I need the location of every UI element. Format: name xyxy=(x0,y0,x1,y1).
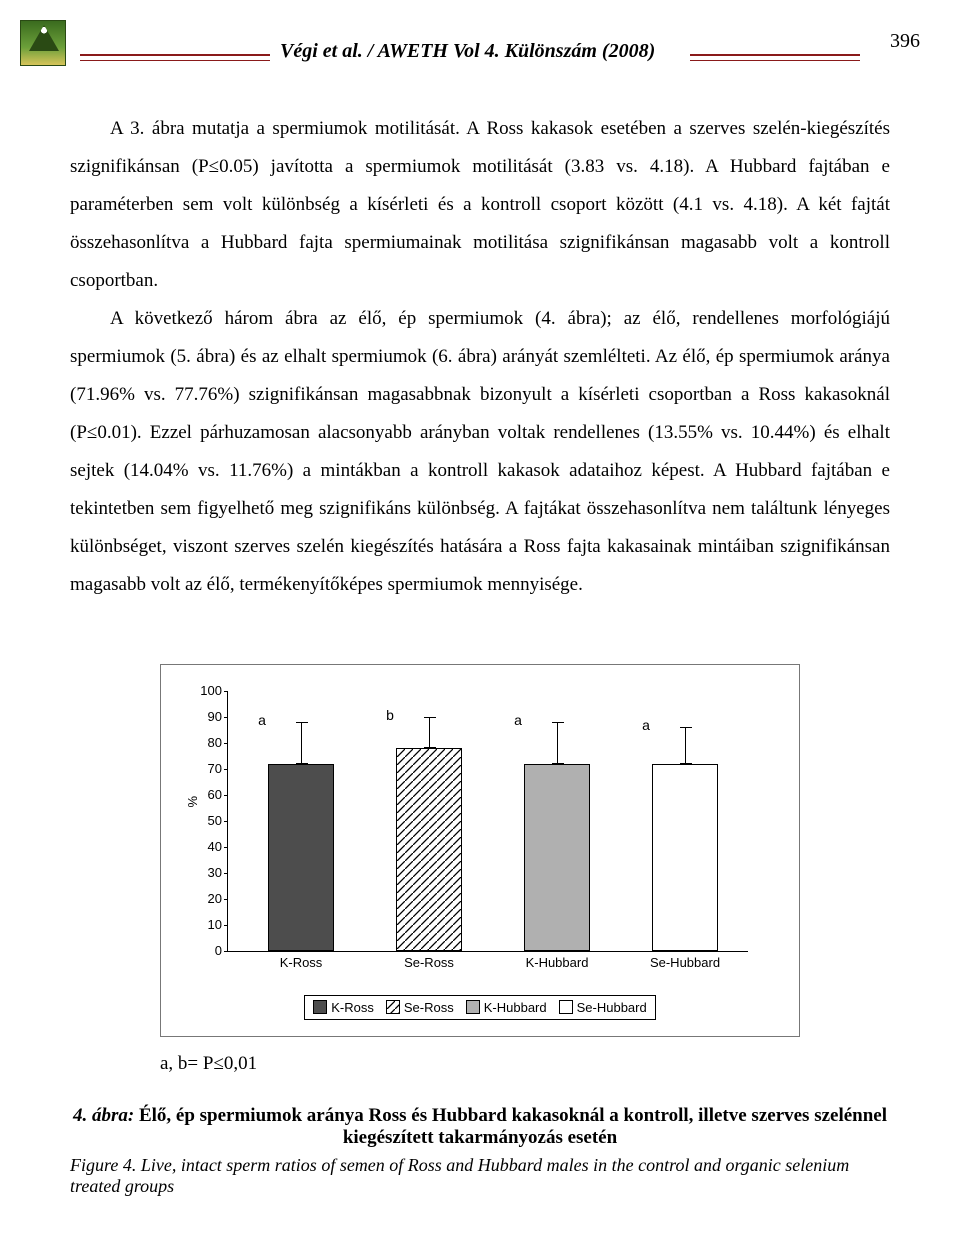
page-header: Végi et al. / AWETH Vol 4. Különszám (20… xyxy=(70,30,890,90)
sig-label: a xyxy=(642,717,650,733)
y-tick: 20 xyxy=(208,891,222,906)
sig-label: a xyxy=(258,712,266,728)
page-number: 396 xyxy=(890,30,920,53)
y-tick: 40 xyxy=(208,839,222,854)
x-tick: Se-Ross xyxy=(404,955,454,970)
bar-K-Hubbard xyxy=(524,764,590,951)
legend-label: Se-Hubbard xyxy=(577,1000,647,1015)
x-tick: K-Hubbard xyxy=(526,955,589,970)
legend-label: Se-Ross xyxy=(404,1000,454,1015)
figure-caption-en: Figure 4. Live, intact sperm ratios of s… xyxy=(70,1155,890,1197)
journal-logo xyxy=(20,20,66,66)
figure-title-text: Élő, ép spermiumok aránya Ross és Hubbar… xyxy=(139,1105,887,1148)
header-rule-left xyxy=(80,54,270,61)
y-tick: 70 xyxy=(208,761,222,776)
chart-frame: 0 10 20 30 40 50 60 70 80 90 100 a K-Ross b Se-Ross a K-… xyxy=(160,664,800,1037)
journal-title: Végi et al. / AWETH Vol 4. Különszám (20… xyxy=(280,40,655,63)
legend-item: Se-Hubbard xyxy=(559,1000,647,1015)
figure-number: 4. ábra: xyxy=(73,1105,134,1126)
x-tick: Se-Hubbard xyxy=(650,955,720,970)
figure-caption-hu: 4. ábra: Élő, ép spermiumok aránya Ross … xyxy=(70,1105,890,1149)
error-bar xyxy=(685,727,686,763)
y-tick: 90 xyxy=(208,709,222,724)
legend-item: Se-Ross xyxy=(386,1000,454,1015)
bar-chart: 0 10 20 30 40 50 60 70 80 90 100 a K-Ross b Se-Ross a K-… xyxy=(177,681,747,981)
legend-item: K-Hubbard xyxy=(466,1000,547,1015)
y-tick: 100 xyxy=(200,683,222,698)
error-bar xyxy=(557,722,558,764)
paragraph-2: A következő három ábra az élő, ép spermi… xyxy=(70,308,890,595)
y-tick: 50 xyxy=(208,813,222,828)
y-tick: 80 xyxy=(208,735,222,750)
sig-label: b xyxy=(386,707,394,723)
y-tick: 0 xyxy=(215,943,222,958)
y-tick: 60 xyxy=(208,787,222,802)
figure-4: 0 10 20 30 40 50 60 70 80 90 100 a K-Ross b Se-Ross a K-… xyxy=(160,664,800,1075)
bar-Se-Hubbard xyxy=(652,764,718,951)
body-paragraphs: A 3. ábra mutatja a spermiumok motilitás… xyxy=(70,110,890,604)
legend-item: K-Ross xyxy=(313,1000,374,1015)
significance-note: a, b= P≤0,01 xyxy=(160,1053,800,1075)
x-tick: K-Ross xyxy=(280,955,323,970)
error-bar xyxy=(301,722,302,764)
bar-K-Ross xyxy=(268,764,334,951)
y-axis-label: % xyxy=(185,796,200,808)
bar-Se-Ross xyxy=(396,748,462,951)
sig-label: a xyxy=(514,712,522,728)
chart-legend: K-Ross Se-Ross K-Hubbard Se-Hubbard xyxy=(304,995,655,1020)
legend-label: K-Ross xyxy=(331,1000,374,1015)
y-tick: 30 xyxy=(208,865,222,880)
error-bar xyxy=(429,717,430,748)
legend-label: K-Hubbard xyxy=(484,1000,547,1015)
y-tick: 10 xyxy=(208,917,222,932)
paragraph-1: A 3. ábra mutatja a spermiumok motilitás… xyxy=(70,118,890,291)
header-rule-right xyxy=(690,54,860,61)
